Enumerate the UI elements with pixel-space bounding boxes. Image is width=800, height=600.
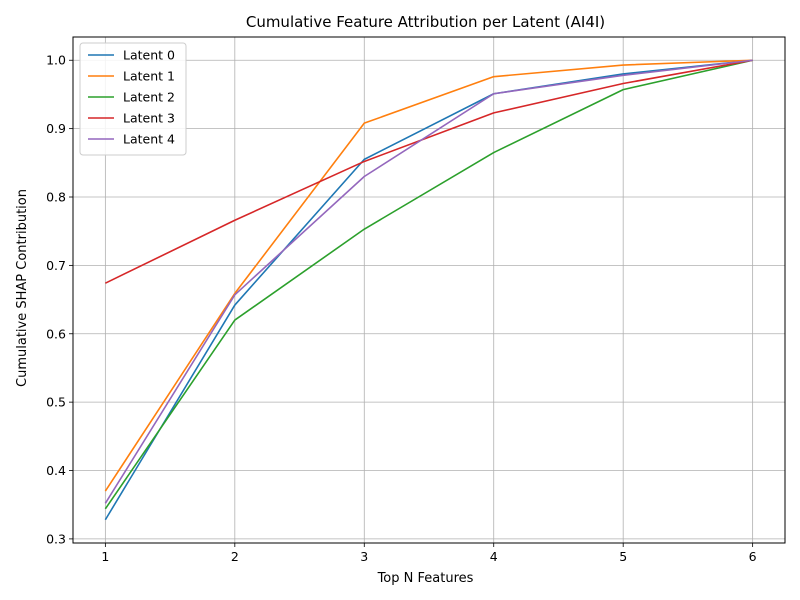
y-tick-label: 0.7 xyxy=(46,258,66,273)
y-tick-label: 0.5 xyxy=(46,395,66,410)
x-tick-label: 4 xyxy=(490,549,498,564)
x-tick-label: 2 xyxy=(231,549,239,564)
y-tick-label: 0.6 xyxy=(46,326,66,341)
y-tick-label: 1.0 xyxy=(46,53,66,68)
series-line-latent-4 xyxy=(104,59,753,504)
legend-entry: Latent 3 xyxy=(123,111,175,126)
x-tick-label: 6 xyxy=(749,549,757,564)
x-tick-label: 1 xyxy=(101,549,109,564)
legend-entry: Latent 4 xyxy=(123,132,175,147)
grid xyxy=(73,37,785,543)
y-tick-label: 0.9 xyxy=(46,121,66,136)
series-lines xyxy=(104,59,753,521)
x-axis-label: Top N Features xyxy=(377,571,474,586)
y-axis-label: Cumulative SHAP Contribution xyxy=(15,189,30,387)
y-tick-label: 0.8 xyxy=(46,190,66,205)
y-tick-label: 0.4 xyxy=(46,463,66,478)
series-line-latent-0 xyxy=(104,59,753,521)
legend-entry: Latent 0 xyxy=(123,48,175,63)
y-tick-label: 0.3 xyxy=(46,531,66,546)
legend-entry: Latent 1 xyxy=(123,69,175,84)
x-tick-label: 3 xyxy=(360,549,368,564)
legend-entry: Latent 2 xyxy=(123,90,175,105)
legend: Latent 0 Latent 1 Latent 2 Latent 3 Latent 4 xyxy=(79,42,187,156)
plot-frame xyxy=(72,36,786,544)
series-line-latent-1 xyxy=(104,59,753,492)
series-line-latent-3 xyxy=(105,59,753,284)
legend-box xyxy=(79,42,187,156)
chart-title: Cumulative Feature Attribution per Laten… xyxy=(246,13,605,31)
axis-ticks: 1 2 3 4 5 6 0.3 0.4 0.5 0.6 0.7 0.8 0.9 1.0 xyxy=(46,53,757,564)
x-tick-label: 5 xyxy=(619,549,627,564)
series-line-latent-2 xyxy=(104,59,753,510)
